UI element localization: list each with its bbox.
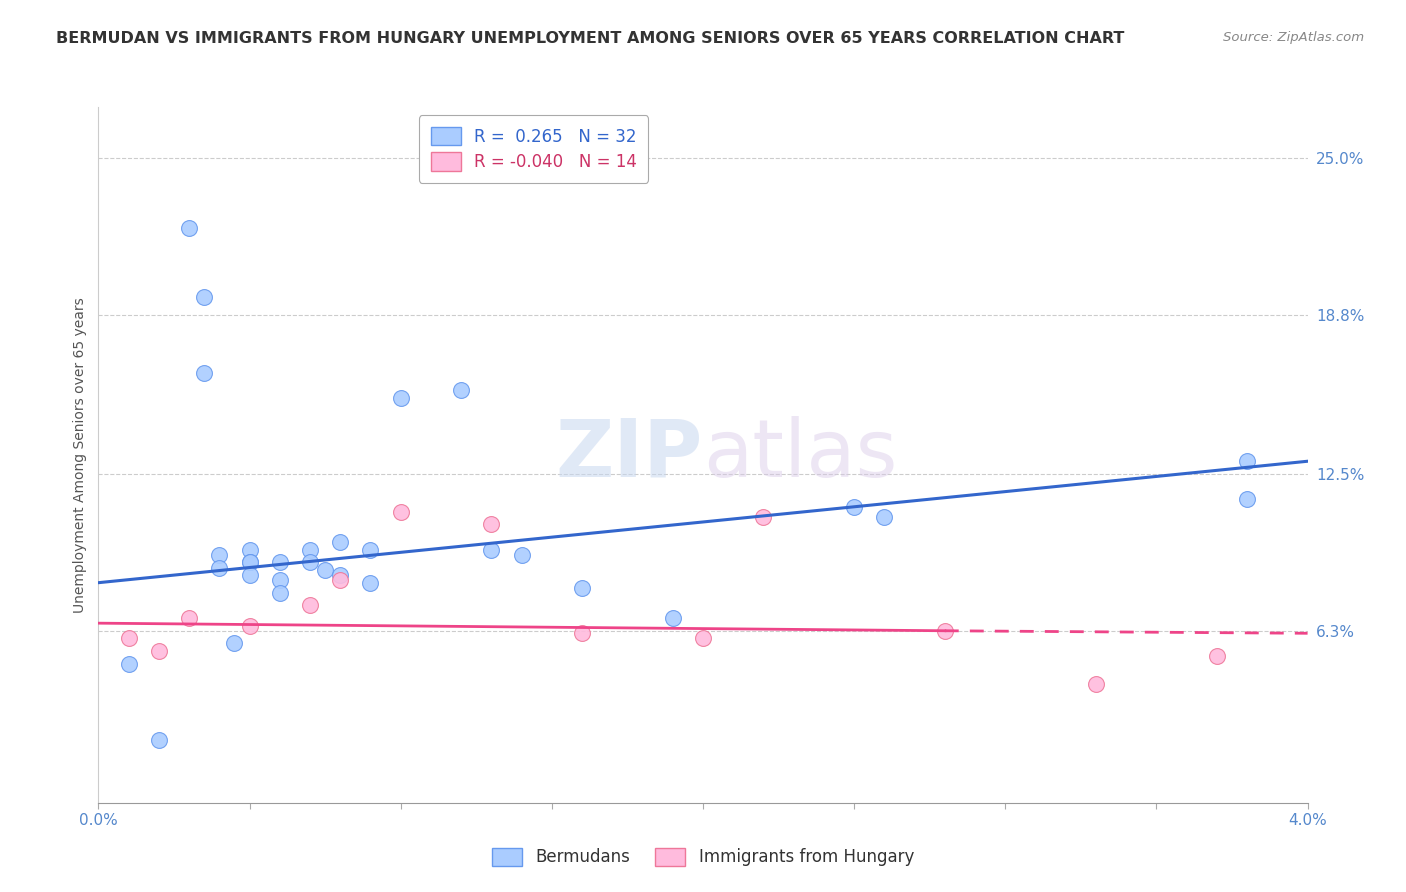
Point bbox=[239, 542, 262, 557]
Point bbox=[179, 611, 201, 625]
Point bbox=[1236, 492, 1258, 507]
Point bbox=[329, 573, 352, 587]
Point bbox=[510, 548, 533, 562]
Point bbox=[193, 290, 215, 304]
Point bbox=[299, 599, 322, 613]
Point bbox=[269, 556, 291, 570]
Point bbox=[1236, 454, 1258, 468]
Legend: R =  0.265   N = 32, R = -0.040   N = 14: R = 0.265 N = 32, R = -0.040 N = 14 bbox=[419, 115, 648, 183]
Point bbox=[329, 568, 352, 582]
Point bbox=[329, 535, 352, 549]
Text: BERMUDAN VS IMMIGRANTS FROM HUNGARY UNEMPLOYMENT AMONG SENIORS OVER 65 YEARS COR: BERMUDAN VS IMMIGRANTS FROM HUNGARY UNEM… bbox=[56, 31, 1125, 46]
Text: atlas: atlas bbox=[703, 416, 897, 494]
Point bbox=[389, 391, 412, 405]
Point bbox=[1206, 648, 1229, 663]
Point bbox=[389, 505, 412, 519]
Point bbox=[208, 560, 231, 574]
Point bbox=[269, 586, 291, 600]
Point bbox=[1085, 677, 1108, 691]
Point bbox=[179, 221, 201, 235]
Point bbox=[193, 366, 215, 380]
Point bbox=[118, 632, 141, 646]
Point bbox=[934, 624, 956, 638]
Text: ZIP: ZIP bbox=[555, 416, 703, 494]
Legend: Bermudans, Immigrants from Hungary: Bermudans, Immigrants from Hungary bbox=[484, 839, 922, 875]
Point bbox=[239, 568, 262, 582]
Point bbox=[662, 611, 685, 625]
Text: Source: ZipAtlas.com: Source: ZipAtlas.com bbox=[1223, 31, 1364, 45]
Point bbox=[269, 573, 291, 587]
Point bbox=[481, 542, 503, 557]
Point bbox=[239, 556, 262, 570]
Point bbox=[148, 644, 170, 658]
Point bbox=[450, 384, 472, 398]
Point bbox=[224, 636, 246, 650]
Point bbox=[299, 556, 322, 570]
Point bbox=[844, 500, 866, 514]
Point bbox=[118, 657, 141, 671]
Point bbox=[239, 618, 262, 632]
Point bbox=[571, 581, 593, 595]
Point bbox=[360, 575, 382, 590]
Y-axis label: Unemployment Among Seniors over 65 years: Unemployment Among Seniors over 65 years bbox=[73, 297, 87, 613]
Point bbox=[299, 542, 322, 557]
Point bbox=[571, 626, 593, 640]
Point bbox=[148, 732, 170, 747]
Point bbox=[360, 542, 382, 557]
Point bbox=[314, 563, 336, 577]
Point bbox=[873, 509, 896, 524]
Point bbox=[208, 548, 231, 562]
Point bbox=[752, 509, 775, 524]
Point bbox=[692, 632, 714, 646]
Point bbox=[481, 517, 503, 532]
Point bbox=[239, 556, 262, 570]
